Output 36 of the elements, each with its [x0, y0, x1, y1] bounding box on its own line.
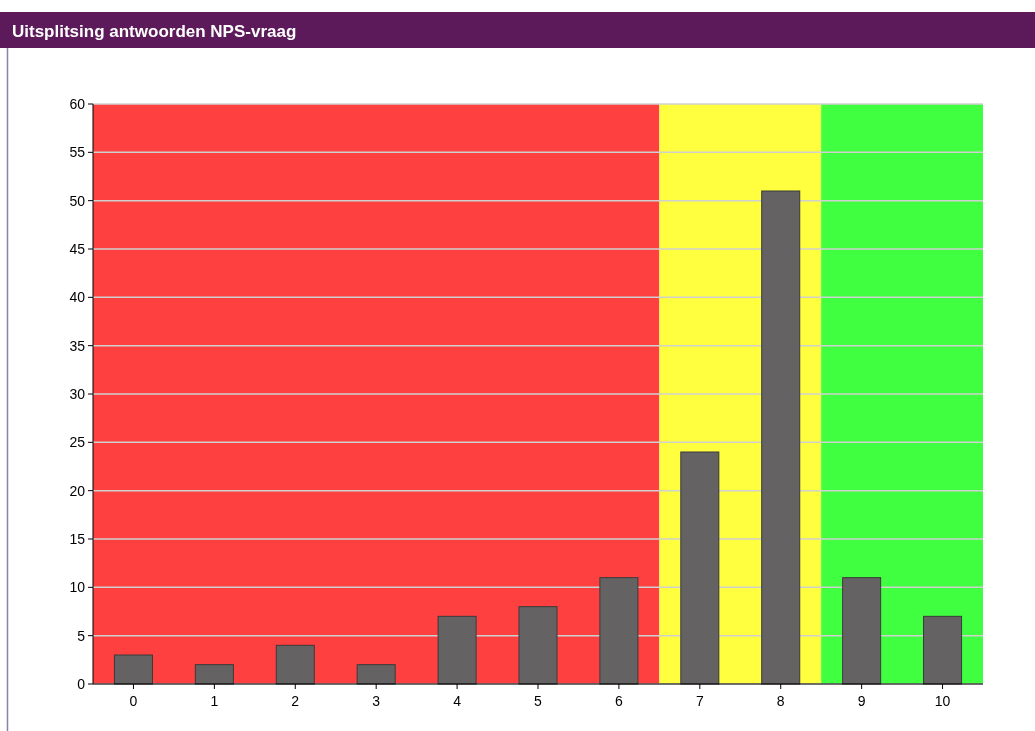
y-tick-label: 25 — [69, 434, 86, 451]
y-tick-label: 55 — [69, 144, 86, 161]
y-tick-label: 15 — [69, 530, 86, 547]
y-tick-label: 50 — [69, 192, 86, 209]
y-tick-label: 0 — [77, 675, 86, 692]
bar — [680, 451, 720, 685]
bar — [113, 654, 153, 685]
x-tick-label: 3 — [372, 693, 381, 709]
x-tick-label: 0 — [129, 693, 138, 709]
x-tick-label: 1 — [210, 693, 219, 709]
bar — [356, 664, 396, 685]
chart-title: Uitsplitsing antwoorden NPS-vraag — [12, 22, 297, 41]
y-tick-label: 60 — [69, 95, 86, 112]
x-tick-label: 7 — [695, 693, 704, 709]
x-tick-label: 5 — [534, 693, 543, 709]
y-tick-label: 30 — [69, 385, 86, 402]
bar — [923, 615, 963, 685]
y-tick-label: 35 — [69, 337, 86, 354]
x-tick-label: 9 — [857, 693, 866, 709]
y-tick-label: 5 — [77, 627, 86, 644]
x-tick-label: 10 — [934, 693, 951, 709]
bar — [194, 664, 234, 685]
y-tick-label: 10 — [69, 579, 86, 596]
x-tick-label: 2 — [291, 693, 300, 709]
bar — [599, 577, 639, 685]
bar — [518, 606, 558, 685]
bar — [275, 644, 315, 685]
bar — [842, 577, 882, 685]
bar — [761, 190, 801, 685]
y-tick-label: 20 — [69, 482, 86, 499]
x-tick-label: 6 — [615, 693, 624, 709]
y-tick-label: 45 — [69, 240, 86, 257]
bar — [437, 615, 477, 685]
x-tick-label: 4 — [453, 693, 462, 709]
x-tick-label: 8 — [776, 693, 785, 709]
y-tick-label: 40 — [69, 289, 86, 306]
